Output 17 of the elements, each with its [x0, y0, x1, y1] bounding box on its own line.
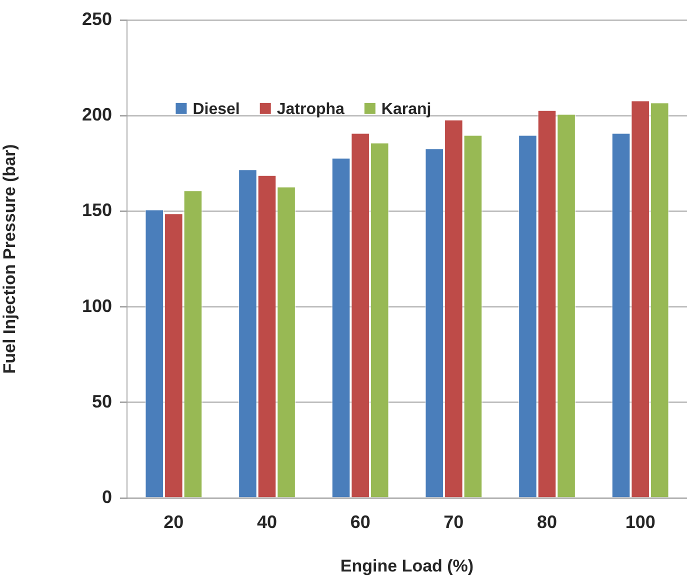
y-tick-label: 200 — [82, 104, 112, 125]
x-tick-label: 70 — [444, 512, 464, 532]
x-tick-label: 20 — [164, 512, 184, 532]
y-tick-label: 0 — [102, 486, 112, 507]
legend-label: Diesel — [192, 100, 240, 118]
y-tick-label: 250 — [82, 8, 112, 29]
y-tick-label: 100 — [82, 296, 112, 316]
x-axis-title: Engine Load (%) — [340, 556, 474, 576]
y-axis-title: Fuel Injection Pressure (bar) — [0, 144, 19, 374]
x-tick-label: 80 — [536, 512, 558, 532]
x-tick-label: 40 — [256, 512, 278, 532]
legend-label: Jatropha — [276, 100, 345, 118]
y-tick-label: 50 — [92, 391, 112, 412]
x-tick-label: 100 — [625, 512, 656, 532]
y-tick-label: 150 — [82, 200, 112, 220]
x-tick-label: 60 — [350, 512, 370, 532]
legend-label: Karanj — [381, 100, 432, 118]
